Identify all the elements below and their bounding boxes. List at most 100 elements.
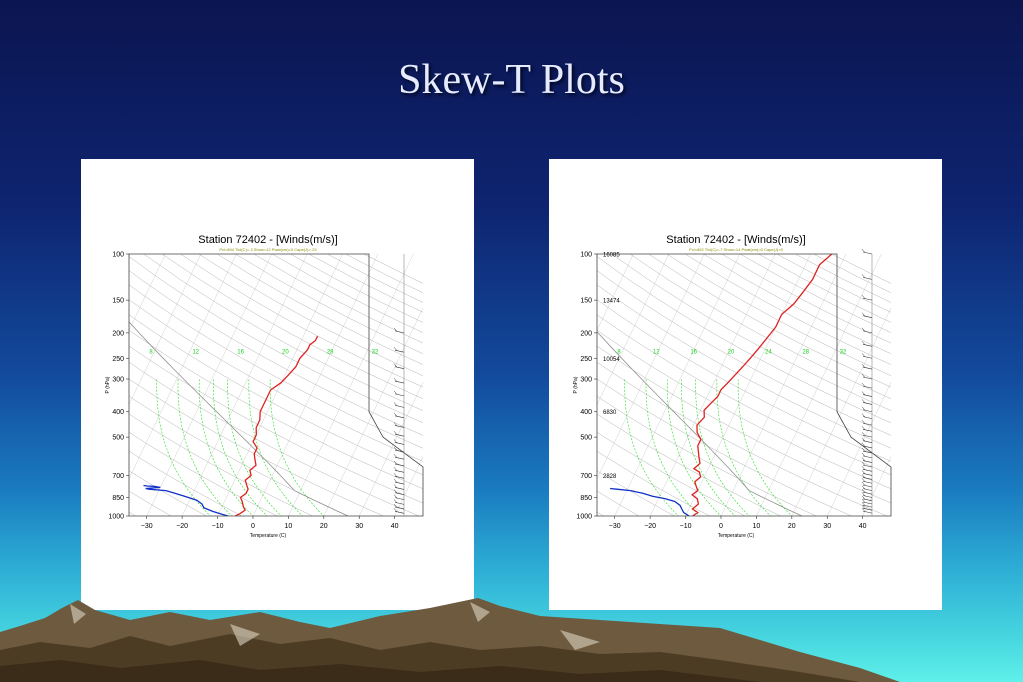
wind-barb-flag	[393, 494, 398, 499]
height-label: 10054	[603, 357, 620, 363]
y-tick-label: 1000	[576, 514, 592, 521]
isotherm-line	[614, 254, 740, 516]
wind-barb-flag	[861, 248, 866, 253]
dry-adiabat-line	[129, 470, 207, 516]
dry-adiabat-line	[129, 361, 420, 516]
skew-t-panel-left: Station 72402 - [Winds(m/s)] Pcl=894 Tlcl…	[81, 159, 474, 610]
x-tick-label: −30	[141, 523, 153, 530]
dry-adiabat-line	[721, 254, 891, 344]
plot-area	[597, 254, 891, 516]
wind-barb	[394, 506, 405, 510]
dry-adiabat-line	[758, 254, 891, 323]
wind-barb	[862, 355, 873, 359]
wind-barb-flag	[393, 377, 398, 382]
wind-barb-flag	[393, 454, 398, 458]
mixing-ratio-label: 8	[617, 350, 621, 356]
mixing-ratio-line	[737, 378, 793, 516]
mixing-ratio-label: 28	[802, 350, 809, 356]
wind-barb	[862, 484, 873, 488]
x-tick-label: 40	[391, 523, 399, 530]
y-tick-label: 400	[112, 409, 124, 416]
wind-barb-flag	[393, 327, 398, 332]
dry-adiabat-line	[363, 254, 423, 284]
dry-adiabat-line	[143, 254, 423, 411]
wind-barb-flag	[861, 466, 866, 470]
mixing-ratio-label: 16	[237, 350, 244, 356]
x-tick-label: 40	[859, 523, 867, 530]
dry-adiabat-line	[253, 254, 423, 344]
wind-barb-flag	[861, 426, 866, 430]
isotherm-line	[146, 254, 272, 516]
slide-title: Skew-T Plots	[398, 57, 625, 103]
x-tick-label: 0	[251, 523, 255, 530]
wind-barb-flag	[393, 446, 398, 451]
wind-barb-flag	[861, 382, 866, 387]
mixing-ratio-line	[177, 378, 233, 516]
height-label: 2828	[603, 474, 617, 480]
y-tick-label: 850	[580, 495, 592, 502]
y-tick-label: 100	[112, 252, 124, 259]
dry-adiabat-line	[129, 395, 349, 516]
wind-barb-flag	[861, 312, 866, 317]
y-tick-label: 700	[580, 473, 592, 480]
wind-barb	[394, 425, 405, 428]
dry-adiabat-line	[129, 314, 423, 476]
dry-adiabat-line	[129, 490, 172, 516]
skew-t-panel-right: Station 72402 - [Winds(m/s)] Pcl=892 Tlcl…	[549, 159, 942, 610]
mixing-ratio-line	[681, 378, 736, 516]
isotherm-line	[791, 307, 891, 516]
mixing-ratio-line	[227, 378, 282, 516]
isotherm-line	[685, 254, 811, 516]
wind-barb	[862, 473, 873, 476]
height-label: 13474	[603, 299, 620, 305]
isotherm-line	[862, 456, 891, 516]
dry-adiabat-line	[597, 299, 891, 462]
dry-adiabat-line	[290, 254, 423, 323]
wind-barb	[394, 476, 405, 479]
isotherm-line	[181, 254, 308, 516]
wind-barb-flag	[393, 439, 398, 444]
dry-adiabat-line	[129, 329, 423, 490]
mixing-ratio-line	[248, 378, 303, 516]
dry-adiabat-line	[217, 254, 423, 365]
wind-barb	[862, 455, 873, 459]
dry-adiabat-line	[597, 378, 853, 516]
wind-barb-flag	[393, 460, 398, 465]
wind-barb	[862, 297, 873, 301]
wind-barb	[862, 488, 873, 491]
wind-barb-flag	[861, 274, 866, 279]
isotherm-line	[217, 254, 343, 516]
dry-adiabat-line	[161, 254, 423, 400]
mixing-ratio-line	[213, 378, 268, 516]
x-tick-label: 20	[788, 523, 796, 530]
isotherm-line	[597, 254, 634, 331]
wind-barb	[394, 511, 405, 514]
wind-barb	[394, 469, 405, 473]
wind-barb-flag	[861, 474, 866, 479]
wind-barb-flag	[861, 492, 866, 497]
wind-barb	[394, 433, 405, 437]
dry-adiabat-line	[129, 413, 314, 516]
wind-barb	[862, 501, 873, 505]
x-axis-label: Temperature (C)	[250, 533, 287, 539]
skew-t-chart-left: Station 72402 - [Winds(m/s)]Pcl=894 Tlcl…	[105, 234, 474, 539]
wind-barb-flag	[861, 353, 866, 357]
mixing-ratio-label: 20	[728, 350, 735, 356]
x-tick-label: 30	[823, 523, 831, 530]
y-tick-label: 250	[580, 356, 592, 363]
wind-barb-flag	[861, 447, 866, 452]
mixing-ratio-label: 24	[765, 350, 772, 356]
mixing-ratio-line	[645, 378, 701, 516]
chart-title: Station 72402 - [Winds(m/s)]	[666, 234, 805, 246]
wind-barb-flag	[393, 473, 398, 477]
wind-barb-flag	[393, 508, 398, 513]
chart-subtitle: Pcl=892 Tlcl(C)=-7 Show=14 Pwat(cm)=0 Ca…	[689, 247, 783, 252]
dry-adiabat-line	[327, 254, 423, 303]
isotherm-line	[466, 254, 474, 516]
dry-adiabat-line	[597, 450, 711, 516]
y-tick-label: 1000	[108, 514, 124, 521]
dry-adiabat-line	[597, 270, 891, 436]
x-tick-label: 10	[284, 523, 292, 530]
wind-barb-flag	[861, 399, 866, 404]
dry-adiabat-line	[795, 254, 891, 303]
